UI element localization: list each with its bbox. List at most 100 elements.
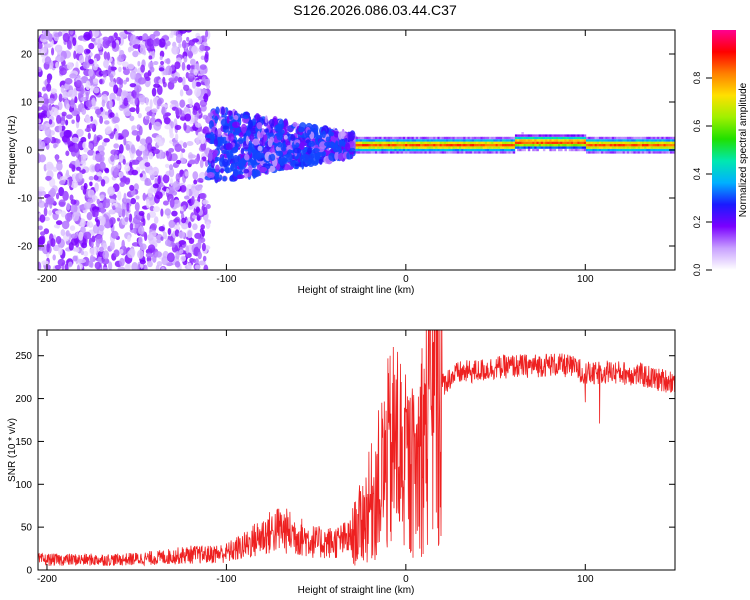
spectrogram-cell <box>592 151 595 154</box>
spectrogram-cell <box>456 146 460 149</box>
colorbar-tick-label: 0.4 <box>692 168 702 181</box>
spectrogram-cell <box>491 136 494 140</box>
spectrogram-cell <box>502 136 505 140</box>
spectrogram-cell <box>364 136 367 140</box>
spectrogram-cell <box>510 136 514 140</box>
spectrogram-cell <box>635 151 638 154</box>
spectrogram-blob <box>91 235 96 243</box>
spectrogram-cell <box>510 151 514 154</box>
spectrogram-cell <box>441 148 445 152</box>
spectrogram-cell <box>448 151 451 154</box>
spectrogram-cell <box>366 144 369 147</box>
spectrogram-blob <box>182 142 188 149</box>
spectrogram-cell <box>525 144 529 147</box>
spectrogram-blob <box>109 240 115 251</box>
colorbar-gradient <box>712 30 736 270</box>
spectrogram-cell <box>480 144 483 147</box>
spectrogram-blob <box>344 142 351 152</box>
spectrogram-cell <box>549 148 552 152</box>
spectrogram-cell <box>433 146 436 149</box>
spectrogram-cell <box>504 136 507 140</box>
spectrogram-blob <box>221 149 229 155</box>
spectrogram-cell <box>359 139 363 142</box>
spectrogram-blob <box>38 140 43 149</box>
spectrogram-cell <box>538 146 542 149</box>
spectrogram-cell <box>607 139 610 142</box>
spectrogram-blob <box>103 59 109 69</box>
spectrogram-cell <box>418 151 421 154</box>
spectrogram-cell <box>579 146 582 149</box>
spectrogram-cell <box>667 146 671 149</box>
spectrogram-cell <box>383 144 386 147</box>
spectrogram-cell <box>631 146 634 149</box>
spectrogram-blob <box>113 143 119 149</box>
spectrogram-cell <box>495 148 498 152</box>
spectrogram-cell <box>394 151 397 154</box>
spectrogram-cell <box>413 146 417 149</box>
spectrogram-cell <box>504 144 507 147</box>
spectrogram-cell <box>592 144 595 147</box>
spectrogram-cell <box>542 136 546 140</box>
spectrogram-blob <box>231 121 240 129</box>
spectrogram-blob <box>164 124 172 130</box>
spectrogram-cell <box>390 139 393 142</box>
snr-frame <box>37 329 676 571</box>
spectrogram-cell <box>413 136 417 140</box>
spectrogram-blob <box>244 153 250 161</box>
spectrogram-blob <box>80 185 85 191</box>
spectrogram-blob <box>65 230 70 237</box>
spectrogram-blob <box>55 114 62 124</box>
spectrogram-blob <box>64 263 69 270</box>
spectrogram-cell <box>609 139 613 142</box>
spectrogram-blob <box>137 60 141 67</box>
spectrogram-cell <box>523 148 526 152</box>
spectrogram-cell <box>493 136 496 140</box>
spectrogram-cell <box>618 141 621 144</box>
spectrogram-cell <box>558 148 561 152</box>
spectrogram-cell <box>396 139 399 142</box>
spectrogram-cell <box>583 146 587 149</box>
spectrogram-blob <box>55 154 59 162</box>
spectrogram-cell <box>368 144 371 147</box>
spectrogram-cell <box>385 151 389 154</box>
spectrogram-cell <box>613 151 617 154</box>
spectrogram-cell <box>437 148 440 152</box>
spectrogram-blob <box>54 44 63 53</box>
spectrogram-blob <box>69 30 74 35</box>
spectrogram-cell <box>657 151 660 154</box>
spectrogram-cell <box>618 136 621 140</box>
spectrogram-blob <box>66 39 72 49</box>
spectrogram-cell <box>381 151 384 154</box>
spectrogram-cell <box>534 141 537 144</box>
spectrogram-cell <box>637 151 641 154</box>
spectrogram-blob <box>179 109 183 115</box>
spectrogram-cell <box>545 141 548 144</box>
spectrogram-cell <box>570 141 574 144</box>
spectrogram-blob <box>237 137 244 145</box>
spectrogram-blob <box>123 97 129 107</box>
spectrogram-cell <box>510 146 514 149</box>
spectrogram-cell <box>613 148 617 152</box>
spectrogram-cell <box>624 136 628 140</box>
spectrogram-blob <box>137 249 144 259</box>
spectrogram-blob <box>143 264 148 270</box>
spectrogram-blob <box>133 183 139 191</box>
spectrogram-cell <box>579 144 582 147</box>
spectrogram-cell <box>467 151 470 154</box>
spectrogram-cell <box>626 144 630 147</box>
spectrogram-cell <box>374 148 378 152</box>
spectrogram-blob <box>80 84 84 93</box>
spectrogram-blob <box>124 264 130 270</box>
spectrogram-cell <box>411 144 414 147</box>
spectrogram-blob <box>214 128 218 138</box>
spectrogram-blob <box>189 58 196 66</box>
spectrogram-blob <box>76 128 84 138</box>
spectrogram-blob <box>166 151 173 162</box>
spectrogram-cell <box>491 144 494 147</box>
spectrogram-blob <box>318 158 323 165</box>
spectrogram-cell <box>626 141 630 144</box>
spectrogram-blob <box>75 159 80 167</box>
spectrogram-cell <box>400 144 404 147</box>
spectrogram-blob <box>200 142 207 151</box>
spectrogram-cell <box>641 136 645 140</box>
